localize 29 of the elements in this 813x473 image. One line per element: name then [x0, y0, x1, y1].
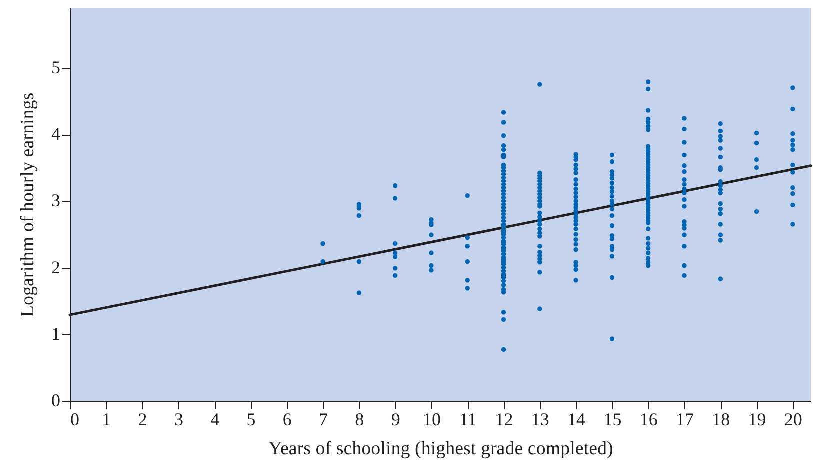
x-tick-label: 13: [531, 410, 550, 430]
x-tick-label: 16: [640, 410, 658, 430]
x-tick-label: 9: [391, 410, 400, 430]
x-tick-label: 8: [355, 410, 364, 430]
x-tick-label: 1: [102, 410, 112, 430]
x-axis-title: Years of schooling (highest grade completed): [268, 438, 614, 460]
y-tick-label: 4: [52, 124, 60, 144]
x-tick-label: 3: [174, 410, 184, 430]
y-tick-label: 3: [52, 190, 60, 211]
x-tick-label: 14: [568, 410, 586, 430]
x-tick-label: 7: [319, 410, 328, 430]
x-tick-label: 5: [246, 410, 256, 430]
y-tick-label: 5: [52, 57, 60, 78]
x-tick-label: 18: [712, 410, 730, 430]
x-tick-label: 6: [282, 410, 292, 430]
x-tick-label: 19: [748, 410, 766, 430]
x-tick-label: 0: [70, 410, 80, 430]
x-tick-label: 2: [138, 410, 148, 430]
x-tick-label: 20: [784, 410, 802, 430]
x-tick-label: 17: [676, 410, 694, 430]
x-tick-label: 10: [422, 410, 441, 430]
y-tick-label: 2: [52, 257, 60, 278]
y-axis-title: Logarithm of hourly earnings: [18, 92, 38, 318]
y-tick-label: 1: [52, 324, 60, 344]
x-tick-label: 4: [210, 410, 220, 430]
x-tick-label: 12: [495, 410, 514, 430]
x-tick-label: 11: [459, 410, 477, 430]
x-tick-label: 15: [604, 410, 622, 430]
y-tick-label: 0: [52, 390, 60, 410]
